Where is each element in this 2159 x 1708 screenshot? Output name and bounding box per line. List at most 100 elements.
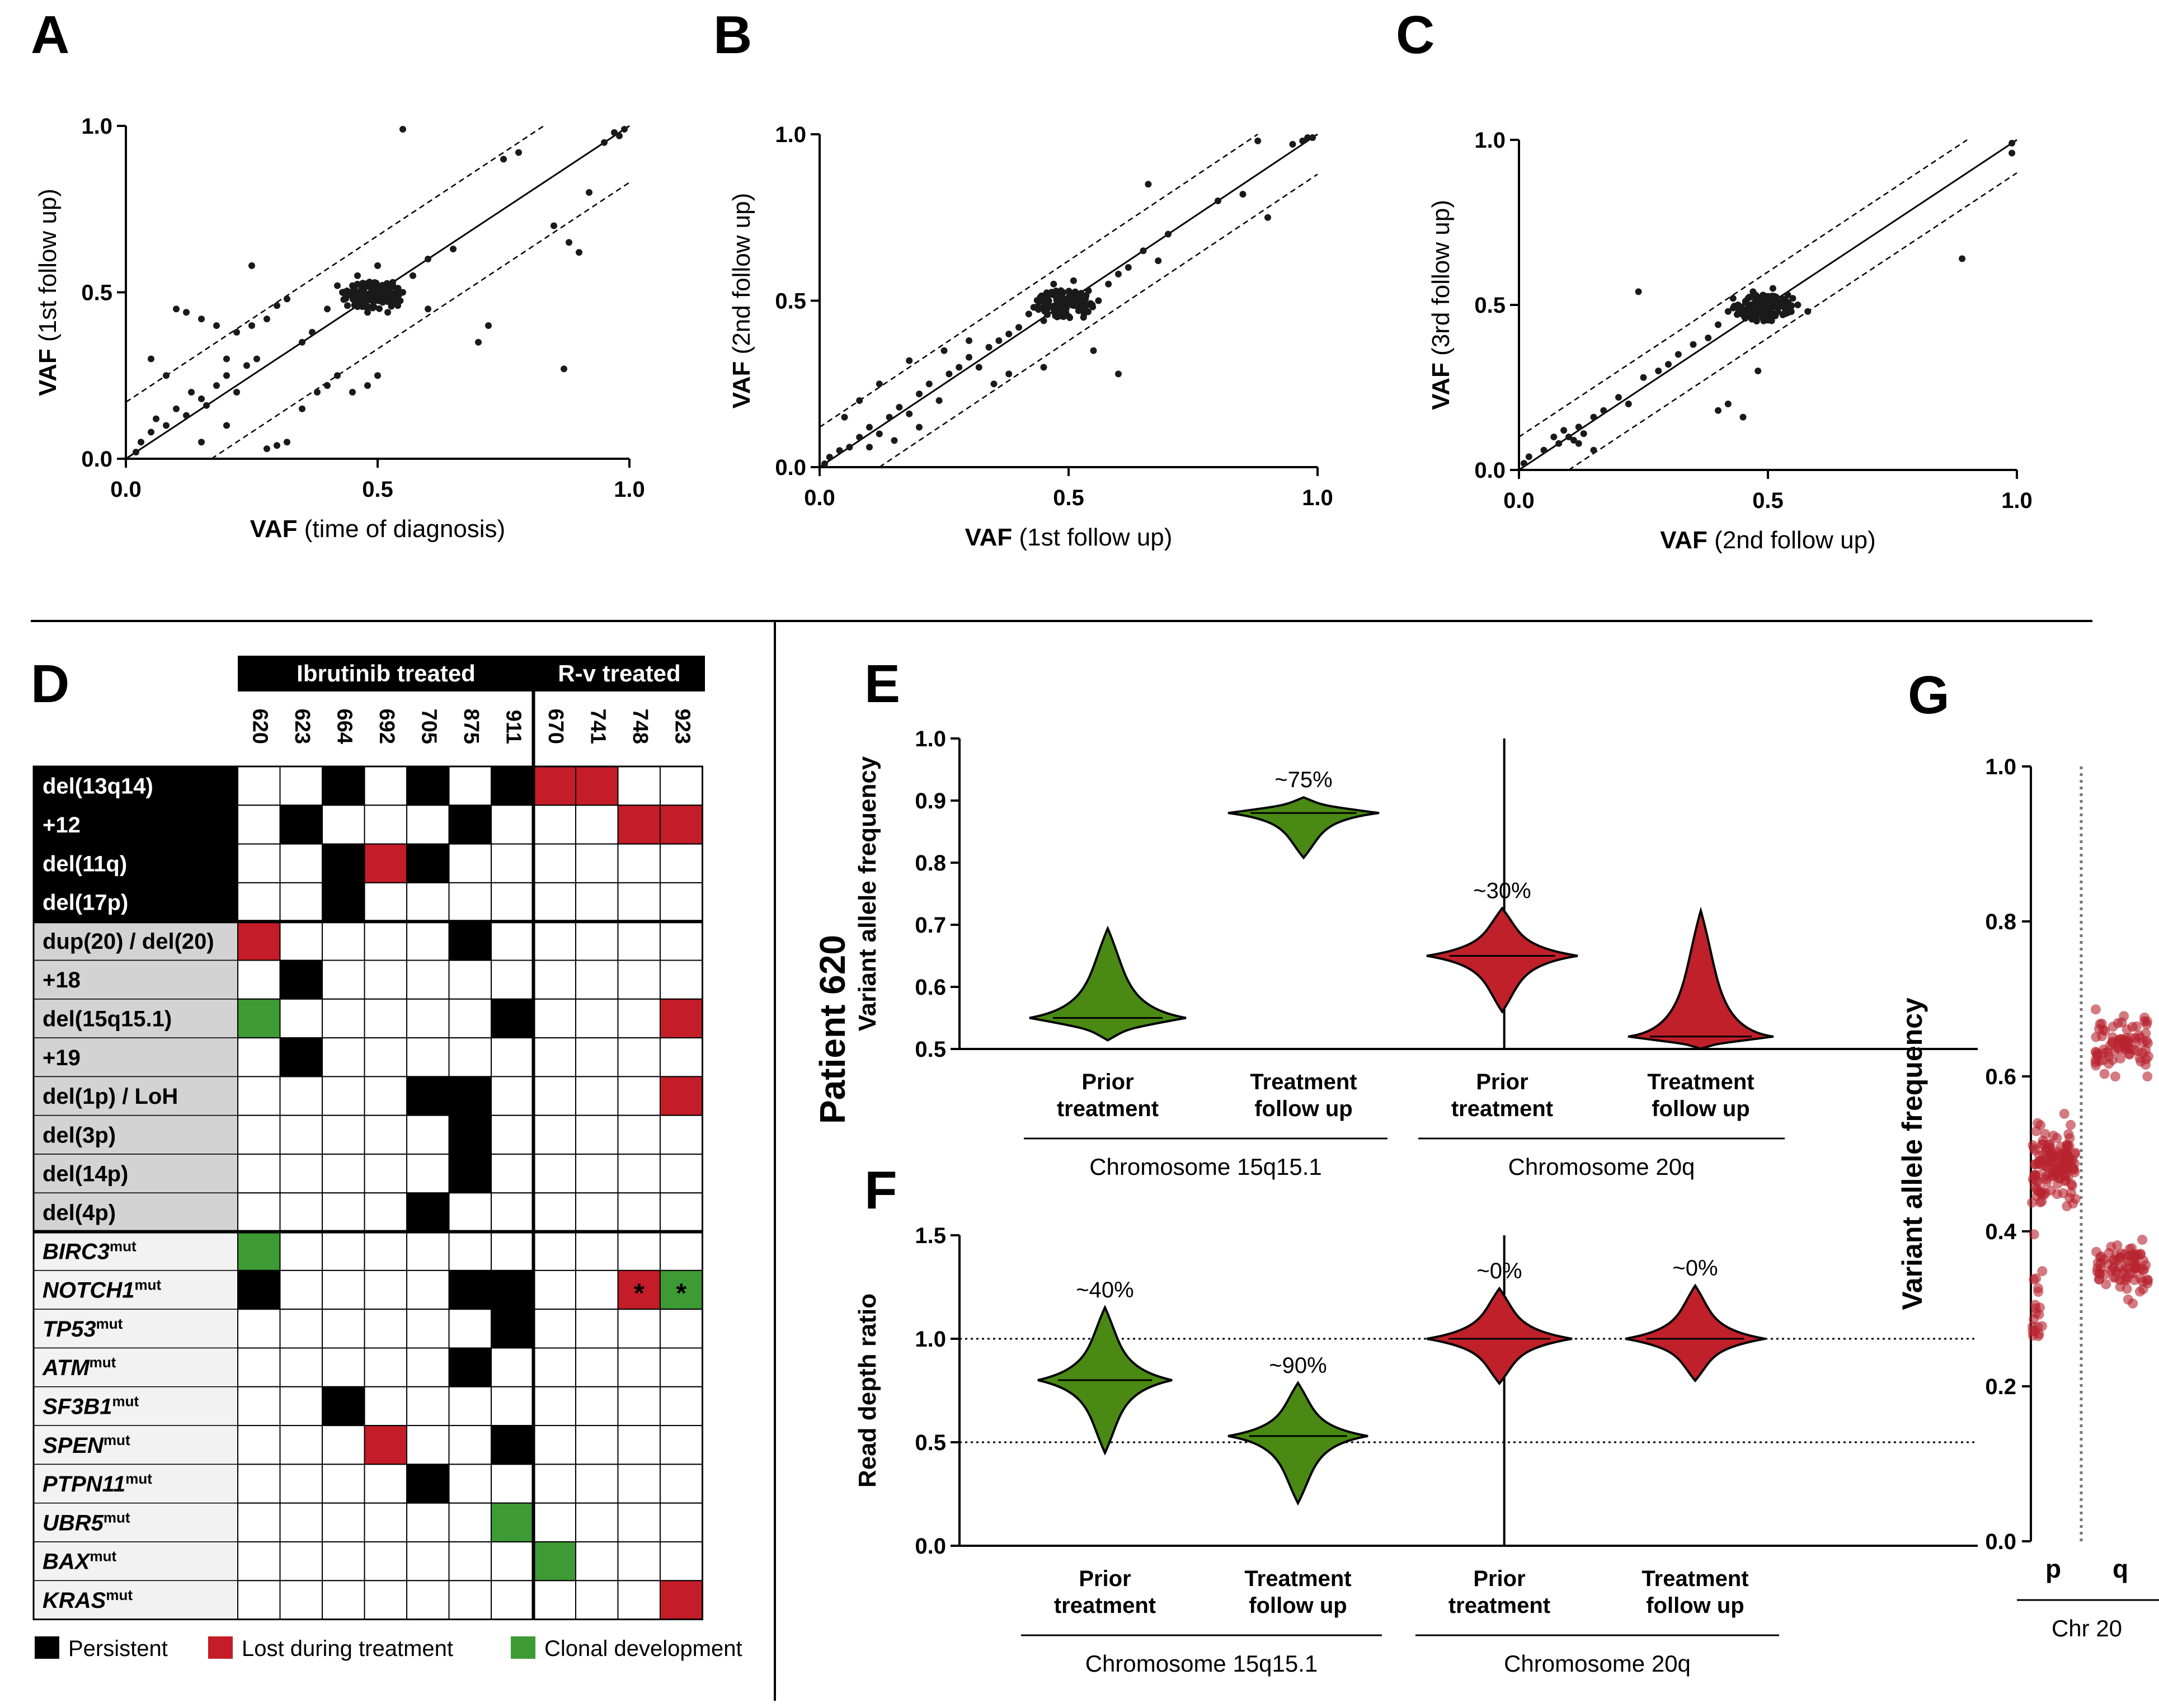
- point-c-39: [1724, 401, 1732, 407]
- cell-12-9: [617, 1231, 661, 1271]
- row-label-bg-17: [33, 1425, 238, 1465]
- point-b-43: [1125, 264, 1132, 271]
- cell-13-7: [533, 1269, 576, 1310]
- point-g-143: [2029, 1229, 2039, 1240]
- point-g-196: [2119, 1011, 2129, 1022]
- cell-12-4: [406, 1231, 450, 1271]
- row-label-sup-17: mut: [104, 1432, 130, 1448]
- row-label-15: ATMmut: [42, 1354, 116, 1380]
- row-label-2: del(11q): [43, 851, 127, 876]
- cell-9-9: [617, 1114, 661, 1155]
- row-label-3: del(17p): [43, 891, 128, 915]
- row-label-1: +12: [43, 813, 81, 837]
- cell-8-6: [491, 1076, 534, 1116]
- cell-8-1: [279, 1076, 323, 1116]
- point-g-176: [2099, 1069, 2110, 1079]
- cell-16-7: [533, 1386, 576, 1427]
- point-c-15: [1655, 368, 1662, 374]
- panel-label-c: C: [1396, 5, 1434, 65]
- point-g-118: [2070, 1147, 2081, 1158]
- y-tick-e-1: 0.6: [915, 975, 946, 1000]
- point-g-117: [2062, 1201, 2072, 1212]
- point-g-315: [2115, 1275, 2125, 1286]
- group-label-e-0: Chromosome 15q15.1: [1089, 1154, 1322, 1180]
- point-b-54: [1289, 140, 1296, 148]
- cell-18-10: [660, 1464, 703, 1504]
- row-label-text-19: UBR5: [43, 1511, 104, 1535]
- row-label-bg-14: [33, 1309, 238, 1349]
- point-a-71: [309, 328, 316, 336]
- cell-19-8: [575, 1502, 619, 1542]
- category-line1-e-0: Prior: [1081, 1070, 1133, 1094]
- cloud-point-b-119: [1045, 300, 1052, 307]
- point-a-31: [349, 389, 356, 396]
- point-a-20: [198, 316, 205, 323]
- point-c-35: [1729, 295, 1737, 302]
- annotation-e-1: ~75%: [1274, 768, 1332, 792]
- row-label-text-21: KRAS: [43, 1588, 106, 1613]
- asterisk-0: *: [634, 1279, 645, 1309]
- point-b-45: [1155, 257, 1162, 265]
- cell-0-10: [660, 766, 703, 806]
- cell-9-6: [491, 1114, 534, 1155]
- cloud-point-b-98: [1084, 302, 1091, 309]
- point-a-47: [561, 365, 567, 373]
- group-label-g: Chr 20: [2052, 1615, 2122, 1641]
- point-g-0: [2066, 1119, 2076, 1130]
- row-label-17: SPENmut: [43, 1432, 130, 1458]
- cell-17-0: [237, 1425, 281, 1465]
- cell-4-2: [322, 921, 365, 961]
- row-label-8: del(1p) / LoH: [43, 1084, 178, 1109]
- cell-17-6: [491, 1425, 534, 1465]
- y-axis-label-f: Read depth ratio: [854, 1293, 881, 1488]
- cell-9-3: [364, 1114, 407, 1155]
- row-label-text-11: del(4p): [43, 1201, 116, 1225]
- point-c-20: [1715, 321, 1721, 328]
- category-label-e-0: Prior treatment: [1057, 1070, 1159, 1121]
- row-label-12: BIRC3mut: [43, 1238, 137, 1264]
- cell-21-2: [322, 1580, 365, 1620]
- row-label-text-6: del(15q15.1): [43, 1006, 172, 1031]
- point-g-125: [2060, 1170, 2071, 1180]
- point-a-4: [163, 422, 170, 429]
- cell-11-10: [660, 1192, 703, 1232]
- cloud-point-a-71: [354, 280, 361, 288]
- point-g-190: [2108, 1022, 2118, 1032]
- row-label-16: SF3B1mut: [43, 1392, 139, 1419]
- row-label-11: del(4p): [43, 1201, 116, 1225]
- y-tick-b-0: 0.0: [775, 455, 806, 480]
- row-label-bg-0: [33, 766, 238, 806]
- category-label-e-1: Treatment follow up: [1250, 1070, 1357, 1121]
- cloud-point-c-115: [1737, 303, 1744, 310]
- y-axis-label-c: VAF (3rd follow up): [1427, 200, 1455, 410]
- cell-11-6: [491, 1192, 534, 1232]
- cell-3-7: [533, 882, 576, 923]
- point-g-235: [2095, 1019, 2105, 1029]
- point-c-28: [1794, 302, 1801, 308]
- cell-2-5: [448, 843, 492, 883]
- cell-10-9: [617, 1154, 661, 1194]
- row-label-sup-14: mut: [96, 1315, 123, 1332]
- cloud-point-a-106: [359, 280, 366, 287]
- cloud-point-a-119: [365, 290, 372, 298]
- y-tick-c-2: 1.0: [1474, 128, 1506, 153]
- header-ibrutinib-bg: [238, 656, 534, 691]
- cell-10-0: [237, 1154, 281, 1194]
- asterisk-1: *: [676, 1279, 686, 1309]
- cell-1-5: [448, 804, 492, 845]
- category-line2-e-3: follow up: [1652, 1097, 1750, 1121]
- row-label-sup-18: mut: [125, 1470, 152, 1487]
- cell-7-4: [406, 1037, 450, 1078]
- point-a-73: [223, 422, 230, 429]
- x-tick-c-2: 1.0: [2001, 488, 2033, 513]
- y-tick-e-4: 0.9: [915, 789, 946, 813]
- point-b-24: [916, 424, 923, 431]
- cloud-point-a-87: [375, 305, 383, 312]
- cell-8-10: [660, 1076, 703, 1116]
- point-b-17: [985, 344, 993, 351]
- point-b-60: [876, 380, 883, 388]
- cell-8-0: [237, 1076, 281, 1116]
- point-a-41: [576, 249, 582, 256]
- point-b-1: [826, 454, 833, 461]
- point-a-11: [223, 372, 230, 379]
